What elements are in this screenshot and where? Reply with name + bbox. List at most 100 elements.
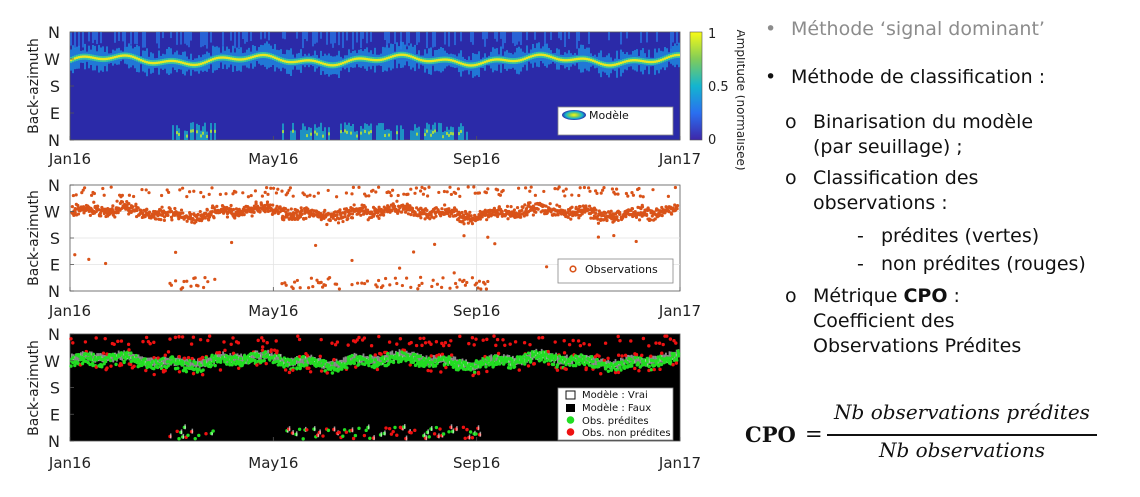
model-true-mark [470, 362, 473, 371]
observation-point [644, 212, 649, 216]
observation-point [287, 217, 291, 221]
observation-point [241, 191, 245, 195]
observation-point [522, 214, 526, 218]
observation-point [185, 195, 189, 199]
not-predicted-point [418, 336, 422, 341]
model-mark [584, 57, 586, 60]
not-predicted-point [649, 354, 653, 358]
not-predicted-point [109, 364, 113, 368]
observation-point [371, 188, 375, 192]
model-true-mark [200, 359, 203, 368]
predicted-point [113, 353, 117, 358]
model-true-mark [90, 351, 93, 360]
class-legend-false: Modèle : Faux [582, 402, 651, 414]
model-true-mark [456, 426, 458, 432]
predicted-point [418, 354, 422, 359]
not-predicted-point [319, 369, 324, 373]
observation-point [328, 218, 332, 222]
observation-point [279, 207, 283, 211]
model-mark [106, 57, 108, 61]
not-predicted-point [231, 336, 235, 340]
model-mark [324, 62, 326, 66]
not-predicted-point [501, 338, 505, 342]
predicted-point [186, 362, 190, 366]
predicted-point [652, 363, 657, 368]
not-predicted-point [375, 367, 380, 372]
model-mark [304, 59, 306, 62]
model-mark [202, 32, 204, 47]
model-mark [388, 56, 390, 59]
observation-point [350, 216, 355, 220]
model-mark [322, 62, 324, 65]
predicted-point [91, 352, 96, 357]
predicted-point [299, 362, 304, 367]
model-mark [160, 61, 162, 64]
model-mark [340, 62, 342, 65]
model-mark [544, 53, 546, 57]
observation-point [326, 188, 330, 193]
observation-point [144, 188, 148, 192]
not-predicted-point [671, 363, 675, 367]
model-mark [108, 57, 110, 60]
predicted-point [455, 364, 459, 368]
model-mark [284, 32, 286, 40]
model-mark [544, 32, 546, 46]
observation-point [580, 212, 584, 216]
model-mark [326, 32, 328, 45]
predicted-point [447, 430, 451, 434]
model-mark [410, 55, 412, 58]
model-true-mark [270, 350, 273, 359]
model-mark [174, 59, 176, 63]
not-predicted-point [476, 370, 481, 375]
model-mark [336, 63, 338, 67]
observation-point [189, 284, 193, 288]
model-true-mark [522, 354, 525, 363]
model-mark [256, 54, 258, 58]
model-mark [414, 56, 416, 60]
not-predicted-point [256, 338, 260, 343]
model-mark [288, 60, 290, 64]
observation-point [509, 205, 513, 209]
observation-point [263, 210, 267, 214]
predicted-point [526, 351, 531, 355]
model-mark [158, 61, 160, 64]
model-mark [346, 60, 348, 63]
predicted-point [647, 364, 651, 368]
xtick-label: Jan16 [48, 454, 91, 472]
colorbar-tick-0: 0 [708, 133, 716, 148]
observation-point [660, 205, 664, 210]
model-mark [552, 56, 554, 59]
observation-point [420, 281, 424, 286]
not-predicted-point [357, 335, 361, 340]
predicted-point [73, 363, 77, 368]
model-mark [206, 134, 208, 138]
predicted-point [523, 352, 527, 357]
observation-point [409, 285, 413, 289]
model-mark [194, 63, 196, 67]
model-mark [436, 59, 438, 62]
model-true-mark [380, 357, 383, 366]
predicted-point [83, 351, 88, 356]
model-mark [426, 129, 428, 133]
predicted-point [104, 359, 108, 364]
observation-point [132, 194, 136, 199]
model-mark [156, 32, 158, 44]
model-mark [530, 55, 532, 58]
observation-point [154, 217, 158, 221]
predicted-point [238, 356, 243, 361]
observation-point [543, 209, 547, 213]
predicted-point [490, 360, 495, 364]
model-true-mark [182, 433, 185, 439]
observation-point [454, 191, 458, 195]
model-mark [224, 56, 226, 59]
observation-point [231, 192, 235, 196]
model-mark [658, 59, 660, 62]
not-predicted-point [166, 350, 171, 354]
model-mark [196, 130, 198, 134]
model-mark [330, 32, 332, 44]
observation-point [594, 189, 598, 193]
model-mark [428, 124, 430, 140]
sub-classification-line2: observations : [813, 192, 948, 214]
model-mark [362, 128, 364, 140]
model-true-mark [670, 351, 673, 360]
